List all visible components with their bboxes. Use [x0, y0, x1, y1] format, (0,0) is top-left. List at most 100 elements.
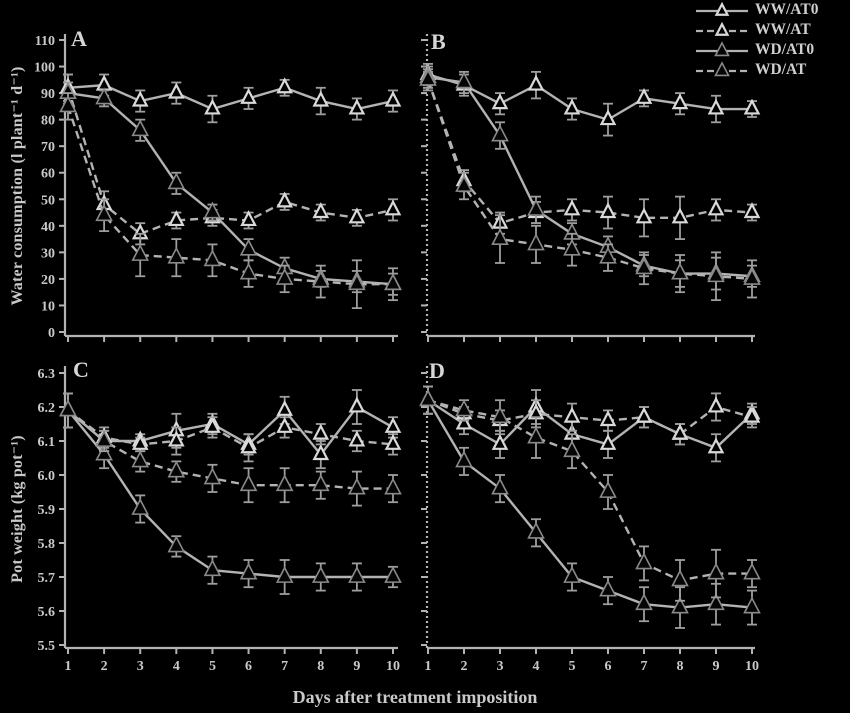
series-line-WW/AT0-panel-B: [427, 73, 752, 121]
panel-label-d: D: [429, 358, 445, 383]
marker-open-triangle: [671, 93, 689, 110]
error-bars-WD/AT0-panel-A: [63, 81, 398, 296]
x-ticks-panel-C: 1 2 3 4 5 6 7 8 9 10: [65, 648, 400, 674]
marker-filled-triangle: [563, 565, 581, 583]
marker-filled-triangle: [348, 565, 366, 583]
series-line-WW/AT-panel-D: [427, 399, 753, 436]
marker-filled-triangle: [714, 61, 730, 77]
series-markers-WD/AT-panel-A: [59, 95, 402, 291]
series-line-WW/AT-panel-A: [66, 87, 394, 236]
marker-open-triangle: [276, 399, 293, 416]
marker-filled-triangle: [527, 426, 545, 444]
panel-A: 0 10 20 30 40 50 60 70 80 90 100 110: [34, 34, 402, 342]
marker-filled-triangle: [599, 480, 617, 498]
marker-filled-triangle: [203, 467, 222, 485]
marker-filled-triangle: [527, 521, 545, 539]
marker-filled-triangle: [384, 565, 402, 583]
legend-open-dashed-sample-icon: [696, 21, 748, 36]
y-tick-label: 6.3: [38, 367, 56, 382]
marker-open-triangle: [743, 202, 761, 219]
marker-open-triangle: [635, 87, 653, 104]
marker-filled-triangle: [167, 246, 186, 264]
marker-open-triangle: [563, 98, 581, 115]
legend-item-wd-at: WD/AT: [694, 60, 818, 80]
marker-open-triangle: [312, 444, 330, 461]
x-tick-label: 4: [173, 659, 180, 674]
x-tick-label: 4: [533, 659, 540, 674]
y-tick-label: 60: [41, 167, 55, 182]
marker-open-triangle: [312, 90, 330, 107]
x-ticks-panel-A: [67, 336, 394, 342]
legend-label: WD/AT: [755, 61, 807, 78]
error-bars-WD/AT-panel-A: [63, 92, 398, 310]
marker-open-triangle: [491, 433, 509, 450]
series-line-WD/AT0-panel-C: [67, 409, 393, 579]
legend: WW/AT0 WW/AT WD/AT0 WD/AT: [694, 0, 818, 80]
marker-open-triangle: [276, 416, 293, 433]
marker-filled-triangle: [599, 246, 617, 264]
marker-filled-triangle: [455, 174, 473, 192]
marker-filled-triangle: [563, 238, 581, 256]
legend-item-wd-at0: WD/AT0: [694, 40, 818, 60]
marker-filled-triangle: [311, 270, 330, 288]
marker-filled-triangle: [743, 596, 761, 614]
x-tick-label: 5: [569, 659, 576, 674]
marker-filled-triangle: [239, 562, 258, 580]
marker-open-triangle: [707, 199, 725, 216]
y-tick-label: 6.2: [38, 401, 56, 416]
y-tick-label: 5.6: [38, 605, 56, 620]
marker-filled-triangle: [95, 443, 113, 461]
marker-open-triangle: [714, 1, 730, 16]
marker-filled-triangle: [419, 389, 437, 407]
series-markers-WW/AT-panel-A: [59, 77, 402, 240]
series-line-WD/AT-panel-D: [427, 399, 752, 582]
error-bars-WD/AT0-panel-D: [423, 385, 757, 629]
marker-filled-triangle: [455, 399, 473, 417]
marker-filled-triangle: [203, 249, 222, 267]
legend-filled-dashed-sample-icon: [696, 61, 748, 77]
marker-filled-triangle: [348, 477, 366, 495]
legend-label: WW/AT: [755, 21, 811, 38]
marker-filled-triangle: [59, 95, 77, 113]
marker-filled-triangle: [707, 593, 725, 611]
series-line-WW/AT-panel-B: [426, 79, 753, 225]
marker-filled-triangle: [167, 172, 186, 190]
series-line-WD/AT-panel-C: [67, 409, 393, 490]
y-tick-label: 10: [41, 299, 55, 314]
error-bars-WW/AT-panel-C: [63, 392, 398, 463]
x-tick-label: 1: [65, 659, 72, 674]
marker-filled-triangle: [419, 68, 437, 86]
x-tick-label: 3: [497, 659, 504, 674]
y-tick-label: 70: [41, 140, 55, 155]
marker-open-triangle: [240, 210, 257, 227]
marker-filled-triangle: [59, 399, 77, 417]
marker-open-triangle: [131, 433, 149, 450]
marker-filled-triangle: [131, 243, 150, 261]
series-markers-WD/AT-panel-D: [419, 389, 761, 587]
x-tick-label: 6: [605, 659, 612, 674]
marker-filled-triangle: [714, 41, 730, 57]
x-axis-label: Days after treatment imposition: [292, 687, 538, 707]
marker-filled-triangle: [95, 429, 113, 447]
marker-open-triangle: [563, 199, 581, 216]
marker-open-triangle: [384, 199, 402, 216]
marker-open-triangle: [599, 202, 617, 219]
y-tick-label: 50: [41, 193, 55, 208]
x-tick-label: 9: [353, 659, 360, 674]
marker-open-triangle: [563, 406, 581, 423]
series-markers-WW/AT0-panel-D: [419, 389, 761, 454]
series-line-WD/AT-panel-A: [66, 105, 393, 286]
series-line-WD/AT-panel-B: [426, 79, 753, 281]
error-bars-WW/AT0-panel-C: [63, 389, 398, 470]
marker-open-triangle: [131, 90, 149, 107]
x-tick-label: 8: [317, 659, 324, 674]
marker-open-triangle: [743, 98, 761, 115]
series-line-WD/AT0-panel-B: [427, 75, 753, 278]
marker-filled-triangle: [167, 535, 186, 553]
legend-label: WW/AT0: [755, 1, 819, 18]
marker-filled-triangle: [348, 273, 366, 291]
series-markers-WD/AT-panel-B: [419, 68, 761, 285]
x-tick-label: 7: [641, 659, 648, 674]
